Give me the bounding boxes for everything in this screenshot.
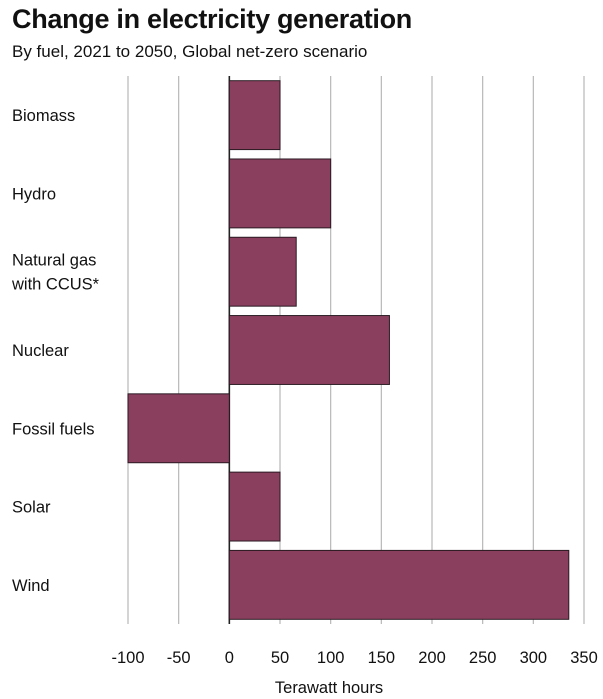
x-axis-title: Terawatt hours (275, 679, 383, 697)
x-tick-label: 300 (520, 649, 548, 667)
category-label: Wind (12, 577, 50, 595)
category-label: Solar (12, 499, 51, 517)
bar-biomass (228, 80, 281, 151)
x-tick-label: -100 (111, 649, 144, 667)
bar-solar (228, 471, 281, 542)
bar-wind (228, 549, 570, 620)
bar-fossil-fuels (127, 393, 230, 464)
x-tick-label: 350 (570, 649, 598, 667)
category-label: Biomass (12, 107, 75, 125)
x-tick-label: -50 (167, 649, 191, 667)
bar-nuclear (228, 315, 390, 385)
category-label: Hydro (12, 185, 56, 203)
category-label: Nuclear (12, 342, 69, 360)
bar-hydro (228, 158, 332, 229)
x-tick-label: 50 (271, 649, 289, 667)
chart-title: Change in electricity generation (12, 4, 413, 34)
chart-subtitle: By fuel, 2021 to 2050, Global net-zero s… (12, 42, 368, 61)
x-tick-label: 100 (317, 649, 345, 667)
x-tick-label: 250 (469, 649, 497, 667)
category-label: Fossil fuels (12, 420, 95, 438)
x-tick-label: 150 (368, 649, 396, 667)
bar-natural-gas-with-ccus (228, 236, 297, 307)
category-label: Natural gas with CCUS* (11, 252, 100, 294)
x-tick-label: 0 (225, 649, 234, 667)
x-tick-label: 200 (418, 649, 446, 667)
